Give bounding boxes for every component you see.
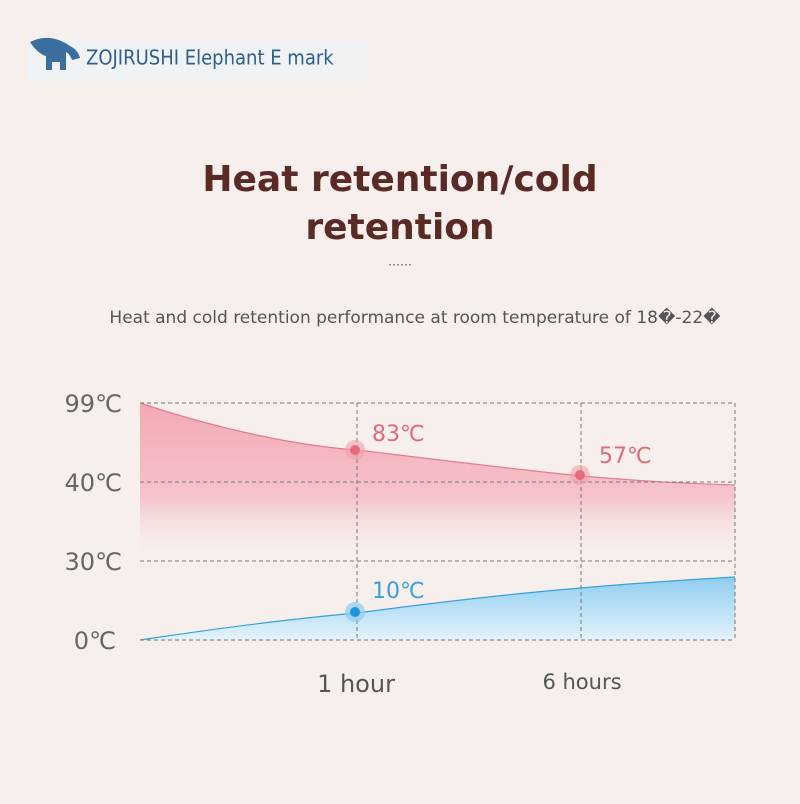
y-label: 40℃ [65,469,123,497]
brand-name: ZOJIRUSHI Elephant E mark [86,46,334,70]
point-label: 57℃ [599,444,652,469]
grid [140,402,736,641]
y-label: 99℃ [65,390,123,418]
y-label: 0℃ [74,627,116,655]
y-label: 30℃ [65,548,123,576]
logo [30,37,80,70]
point [350,445,360,455]
dots: …… [388,255,412,269]
point [575,470,585,480]
cold-curve [139,576,736,641]
point [350,607,360,617]
cold-area [140,577,735,640]
subtitle: Heat and cold retention performance at r… [109,307,721,328]
x-label: 1 hour [317,670,395,698]
x-label: 6 hours [542,670,621,694]
title: retention [305,207,494,248]
point-label: 83℃ [372,422,425,447]
brand-box [28,38,368,82]
title: Heat retention/cold [202,159,597,200]
point-label: 10℃ [372,579,425,604]
